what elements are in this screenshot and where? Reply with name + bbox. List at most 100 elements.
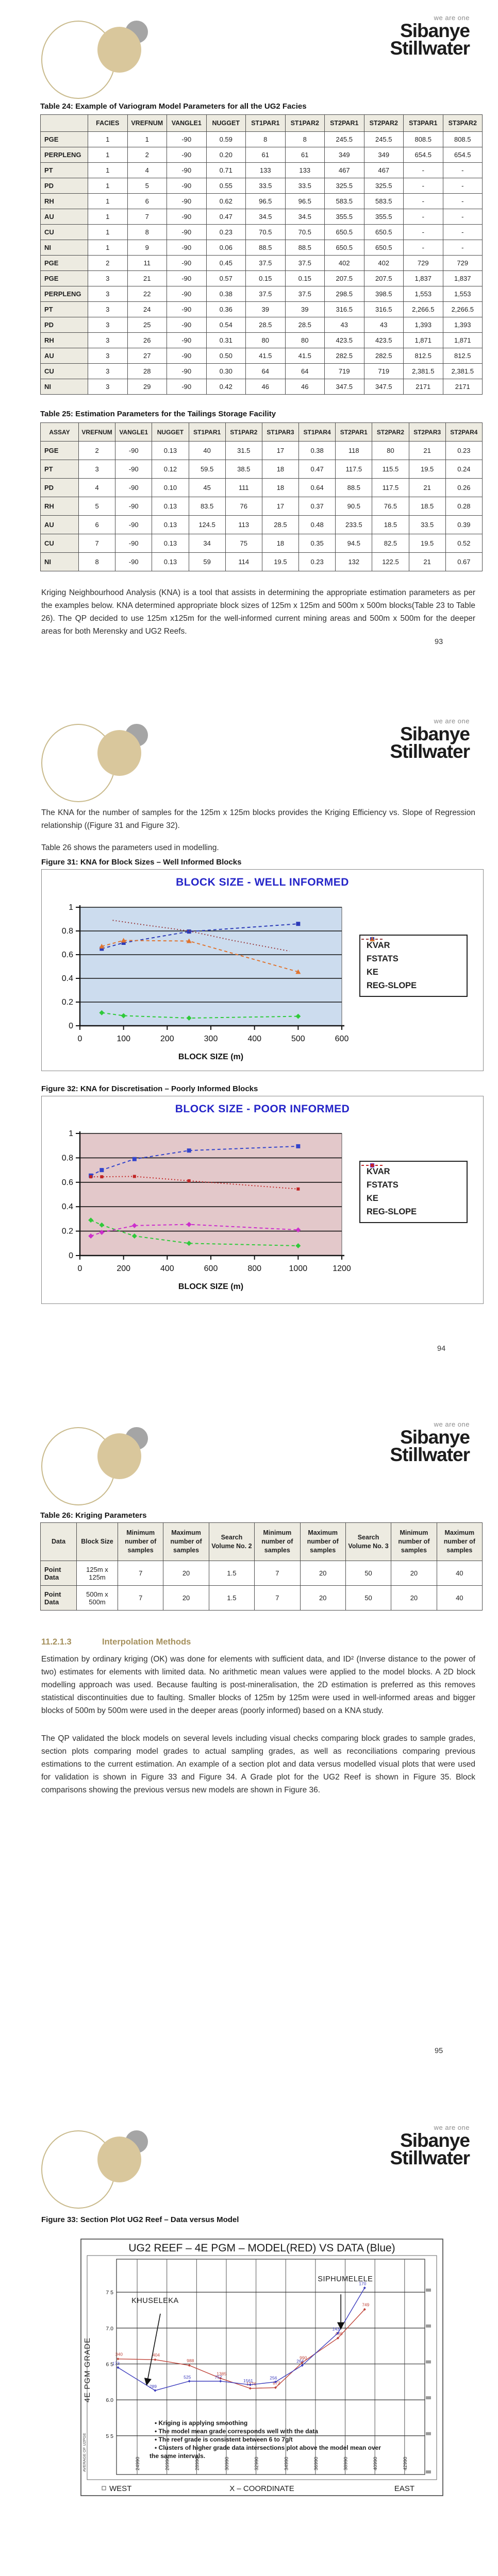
legend-label: KVAR (367, 941, 390, 950)
cell: 34.5 (285, 209, 325, 225)
legend-entry: REG-SLOPE (361, 939, 460, 991)
table-row: PD 4 -90 0.10 45 111 18 0.64 88.5 117.5 21 0.26 (40, 478, 483, 497)
cell: -90 (115, 515, 153, 534)
cell: 0.13 (152, 497, 189, 516)
chart-notes: • Kriging is applying smoothing• The mod… (150, 2419, 381, 2460)
row-header-cell: PT (40, 301, 88, 317)
cell: 88.5 (335, 478, 373, 497)
cell: 0.20 (206, 147, 246, 163)
point-label: 173 (112, 2361, 120, 2366)
cell: -90 (167, 317, 207, 333)
table-row: NI 1 9 -90 0.06 88.5 88.5 650.5 650.5- - (40, 240, 483, 256)
cell: 6 (78, 515, 116, 534)
cell: 1 (88, 162, 128, 178)
cell: 38.5 (225, 460, 262, 479)
column-header: Block Size (76, 1522, 118, 1561)
cell: 20 (391, 1585, 437, 1611)
svg-text:1: 1 (69, 903, 73, 912)
cell: 1 (88, 193, 128, 209)
plot-area (116, 2259, 425, 2475)
x-tick-label: 28990 (194, 2457, 200, 2470)
table-row: AU 6 -90 0.13 124.5 113 28.5 0.48 233.5 18.5 33.5 0… (40, 515, 483, 534)
cell: 34.5 (245, 209, 286, 225)
table-row: Point Data 125m x 125m 7 20 1.5 7 20 50 20 40 (40, 1561, 483, 1586)
svg-text:0: 0 (69, 1022, 73, 1030)
column-header: ST1PAR2 (285, 114, 325, 132)
gridlines (80, 907, 342, 1003)
cell: 18 (261, 534, 300, 553)
cell: 40 (436, 1561, 483, 1586)
series-DATA: 173 289 525 757 1561 256 264 143 170 (112, 2281, 367, 2392)
cell: 0.37 (298, 497, 336, 516)
cell: 43 (363, 317, 404, 333)
cell: 3 (88, 379, 128, 395)
figure-31-chart: BLOCK SIZE - WELL INFORMED 0 0.2 0.4 0.6 0.8… (41, 869, 484, 1071)
cell: 76 (225, 497, 262, 516)
section-title: Interpolation Methods (102, 1637, 191, 1647)
east-label: EAST (394, 2484, 414, 2493)
column-header: ST1PAR2 (225, 422, 262, 442)
cell: 8 (78, 552, 116, 571)
page-3: we are one Sibanye Stillwater Table 26: … (0, 1406, 498, 2110)
svg-text:400: 400 (247, 1035, 261, 1043)
cell: 21 (408, 552, 446, 571)
cell: 347.5 (363, 379, 404, 395)
cell: -90 (167, 255, 207, 271)
cell: 64 (245, 363, 286, 379)
cell: 111 (225, 478, 262, 497)
row-header-cell: RH (40, 193, 88, 209)
point-label: 256 (270, 2375, 277, 2380)
cell: -90 (167, 147, 207, 163)
cell: 812.5 (403, 348, 443, 364)
cell: 33.5 (245, 178, 286, 194)
table-row: RH 1 6 -90 0.62 96.5 96.5 583.5 583.5- - (40, 193, 483, 209)
cell: 5 (78, 497, 116, 516)
cell: 21 (127, 270, 167, 286)
cell: 80 (285, 332, 325, 348)
cell: -90 (167, 379, 207, 395)
section-heading: 11.2.1.3 Interpolation Methods (41, 1637, 191, 1647)
cell: 0.47 (206, 209, 246, 225)
cell: 1,837 (403, 270, 443, 286)
plot-area (79, 907, 342, 1026)
brand-wordmark: we are one Sibanye Stillwater (390, 718, 470, 761)
cell: 3 (88, 348, 128, 364)
kna-poor-informed-plot: 0 0.2 0.4 0.6 0.8 1 0 200 400 600 800 1000 1200 BLOCK… (62, 1129, 351, 1291)
cell: 64 (285, 363, 325, 379)
svg-text:500: 500 (291, 1035, 305, 1043)
column-header: Maximum number of samples (300, 1522, 346, 1561)
svg-text:1000: 1000 (289, 1264, 308, 1273)
annotation-khuseleka: KHUSELEKA (131, 2297, 178, 2386)
series-MODEL: 340 404 988 1385 1376 872 990 408 749 (115, 2302, 370, 2390)
cell: 80 (245, 332, 286, 348)
cell: - (442, 193, 483, 209)
cell: - (403, 240, 443, 256)
cell: -90 (167, 224, 207, 240)
cell: 1,553 (403, 286, 443, 302)
cell: 0.48 (298, 515, 336, 534)
row-header-cell: PGE (40, 441, 79, 460)
point-label: 264 (296, 2359, 304, 2364)
table-row: RH 3 26 -90 0.31 80 80 423.5 423.5 1,871 1,871 (40, 332, 483, 348)
cell: 1 (88, 209, 128, 225)
cell: 18.5 (372, 515, 409, 534)
x-tick-label: 26990 (165, 2457, 171, 2470)
legend-line-icon (361, 939, 383, 940)
column-header: Minimum number of samples (391, 1522, 437, 1561)
logo-ellipse-icon (97, 2137, 141, 2182)
cell: 1.5 (208, 1585, 255, 1611)
cell: 82.5 (372, 534, 409, 553)
cell: 808.5 (403, 131, 443, 147)
cell: 282.5 (363, 348, 404, 364)
legend-entry: KE (361, 937, 460, 977)
cell: 21 (408, 478, 446, 497)
cell: 0.23 (298, 552, 336, 571)
cell: 207.5 (363, 270, 404, 286)
row-header-cell: CU (40, 224, 88, 240)
cell: 2171 (403, 379, 443, 395)
kna-paragraph: Kriging Neighbourhood Analysis (KNA) is … (41, 588, 475, 636)
annotation-siphumelele: SIPHUMELELE (318, 2275, 373, 2330)
cell: 808.5 (442, 131, 483, 147)
cell: 729 (403, 255, 443, 271)
cell: 650.5 (363, 224, 404, 240)
